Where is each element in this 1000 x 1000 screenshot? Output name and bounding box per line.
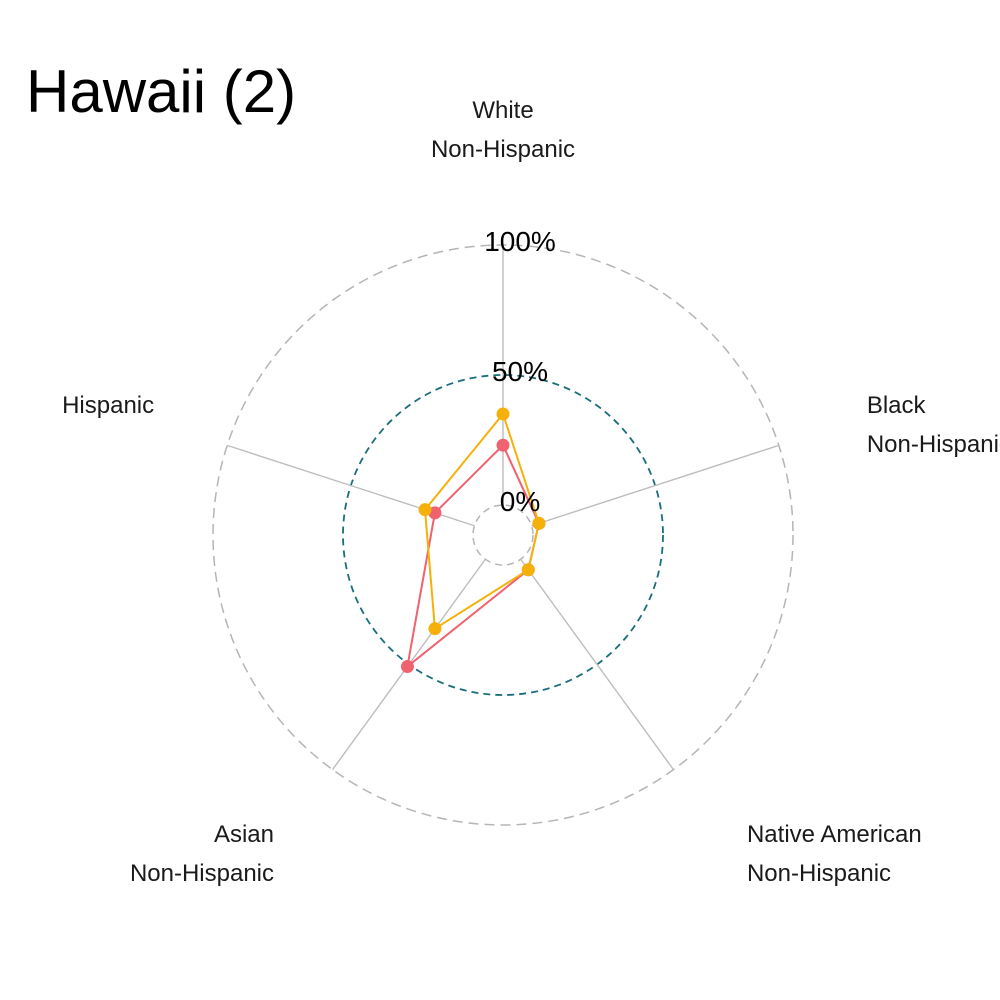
chart-title: Hawaii (2): [26, 58, 297, 125]
axis-label-3: Asian Non-Hispanic: [130, 821, 274, 887]
series-point-1-4: [418, 503, 432, 517]
axis-label-line: Non-Hispanic: [431, 136, 575, 163]
grid-ring-inner: [472, 504, 534, 566]
axis-label-4: Hispanic: [62, 392, 154, 419]
series-point-0-0: [496, 438, 510, 452]
series-point-1-3: [428, 622, 442, 636]
axis-label-line: Native American: [747, 821, 922, 848]
axis-label-2: Native American Non-Hispanic: [747, 821, 922, 887]
axis-label-line: White: [472, 97, 533, 124]
series-line-0: [405, 443, 540, 669]
axis-spoke: [520, 558, 675, 771]
series-line-1: [423, 411, 540, 631]
axis-spoke: [531, 444, 780, 527]
axis-label-1: Black Non-Hispanic: [867, 392, 1000, 458]
axis-label-0: White Non-Hispanic: [431, 97, 575, 163]
radial-tick-label-2: 100%: [484, 226, 556, 257]
axis-label-line: Non-Hispanic: [130, 860, 274, 887]
series-point-0-4: [428, 506, 442, 520]
radar-tick-labels: 0% 50% 100%: [484, 226, 556, 517]
radial-tick-label-1: 50%: [492, 356, 548, 387]
grid-ring-mid: [342, 374, 664, 696]
axis-label-line: Non-Hispanic: [867, 431, 1000, 458]
series-point-1-2: [521, 563, 535, 577]
axis-label-line: Asian: [214, 821, 274, 848]
series-point-1-0: [496, 407, 510, 421]
axis-label-line: Black: [867, 392, 927, 419]
radial-tick-label-0: 0%: [500, 486, 540, 517]
axis-label-line: Non-Hispanic: [747, 860, 891, 887]
series-point-1-1: [532, 516, 546, 530]
axis-label-line: Hispanic: [62, 392, 154, 419]
radar-series: [400, 407, 546, 674]
series-point-0-3: [400, 660, 414, 674]
